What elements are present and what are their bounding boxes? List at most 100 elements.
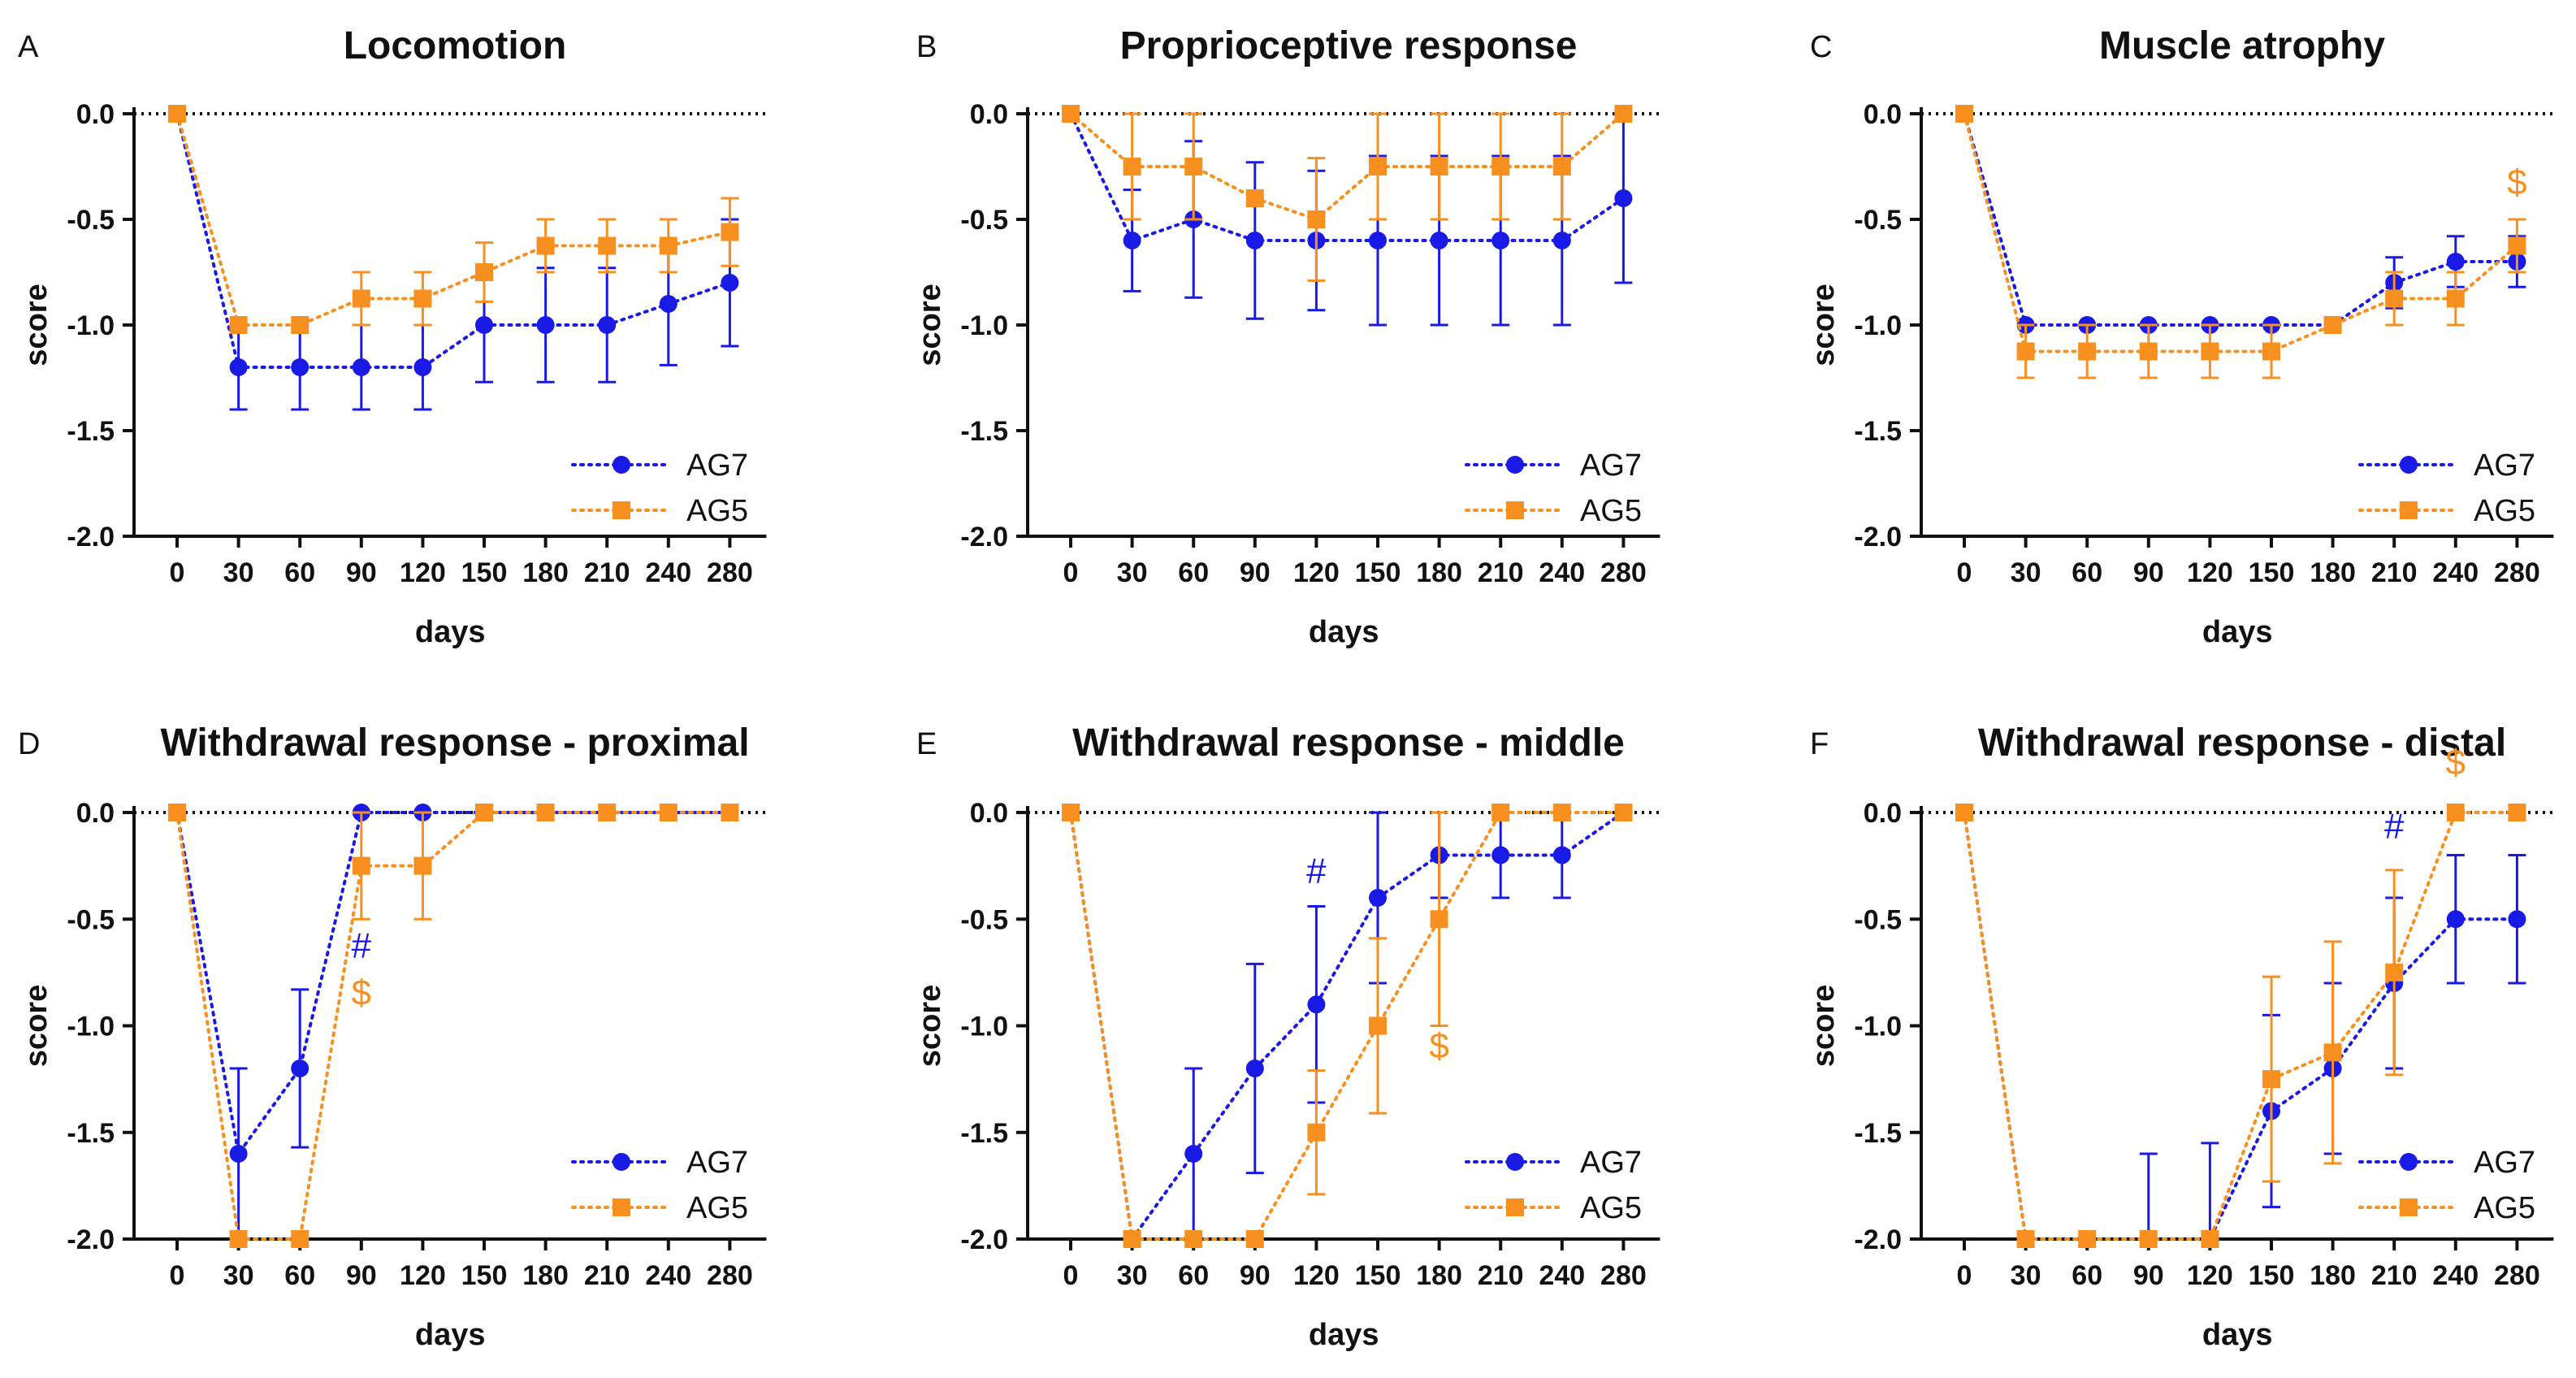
data-point (2201, 342, 2219, 361)
y-tick-label: -1.0 (67, 310, 115, 341)
data-point (1369, 889, 1387, 907)
x-tick-label: 30 (1117, 557, 1148, 588)
y-tick-label: 0.0 (970, 798, 1008, 829)
data-point (1307, 1123, 1326, 1142)
data-point (2323, 1043, 2342, 1062)
legend-label: AG7 (2474, 448, 2535, 483)
legend-label: AG7 (1580, 1146, 1642, 1180)
y-tick-label: -1.5 (67, 1118, 115, 1149)
x-tick-label: 180 (1416, 557, 1462, 588)
panel-title: Proprioceptive response (1120, 24, 1578, 67)
data-point (1614, 804, 1633, 821)
x-tick-label: 120 (2187, 1260, 2233, 1291)
data-point (1245, 1230, 1264, 1248)
x-axis-label: days (415, 615, 486, 649)
x-tick-label: 240 (2432, 1260, 2479, 1291)
x-tick-label: 150 (461, 1260, 508, 1291)
panel-letter: B (916, 30, 937, 64)
y-tick-label: 0.0 (1864, 798, 1902, 829)
x-tick-label: 90 (1240, 1260, 1271, 1291)
x-tick-label: 180 (522, 557, 569, 588)
legend-label: AG5 (2474, 494, 2535, 528)
panel-e: E Withdrawal response - middle 0.0 -0.5 -1.0… (913, 722, 1660, 1352)
x-tick-label: 90 (346, 1260, 377, 1291)
x-tick-label: 210 (2371, 557, 2418, 588)
x-tick-label: 120 (1293, 1260, 1340, 1291)
x-tick-label: 90 (1240, 557, 1271, 588)
legend-marker (613, 1153, 630, 1171)
legend-marker (2400, 1153, 2418, 1171)
y-tick-label: -1.5 (1854, 416, 1902, 447)
y-axis-label: score (1807, 284, 1841, 366)
x-tick-label: 180 (1416, 1260, 1462, 1291)
x-tick-label: 90 (2133, 557, 2164, 588)
data-point (2078, 1230, 2097, 1248)
x-tick-label: 210 (1478, 1260, 1524, 1291)
series-line (1069, 112, 1626, 222)
data-point (168, 804, 186, 821)
x-tick-label: 210 (1478, 557, 1524, 588)
data-point (721, 223, 739, 241)
data-point (1491, 846, 1510, 864)
data-point (1123, 158, 1141, 176)
data-point (413, 358, 432, 376)
series-ag7 (1955, 105, 2526, 334)
data-point (1552, 158, 1571, 176)
panel-c: C Muscle atrophy 0.0 -0.5 -1.0 -1.5 -2.0 0 30 60 9… (1807, 24, 2554, 649)
x-tick-label: 180 (522, 1260, 569, 1291)
data-point (2139, 342, 2158, 361)
series-line (175, 811, 732, 1158)
x-tick-label: 60 (2072, 557, 2102, 588)
x-axis-label: days (2202, 1318, 2273, 1352)
x-axis-label: days (1309, 1318, 1379, 1352)
x-tick-label: 120 (400, 557, 446, 588)
data-point (291, 1060, 310, 1077)
x-tick-label: 0 (170, 1260, 185, 1291)
data-point (659, 295, 678, 313)
legend-label: AG5 (1580, 494, 1642, 528)
legend-label: AG5 (2474, 1191, 2535, 1225)
y-tick-label: -2.0 (1854, 522, 1902, 552)
data-point (2262, 342, 2280, 361)
x-tick-label: 30 (1117, 1260, 1148, 1291)
legend-label: AG5 (1580, 1191, 1642, 1225)
data-point (352, 289, 370, 308)
x-tick-label: 150 (1355, 1260, 1401, 1291)
x-tick-label: 0 (1957, 557, 1972, 588)
y-tick-label: -1.0 (1854, 310, 1902, 341)
series-ag5 (1955, 804, 2526, 1248)
x-tick-label: 150 (2249, 1260, 2295, 1291)
data-point (598, 316, 617, 334)
x-tick-label: 60 (284, 1260, 315, 1291)
data-point (229, 358, 248, 376)
series-ag5 (1955, 105, 2526, 379)
series-line (1069, 112, 1626, 243)
data-point (291, 358, 310, 376)
y-axis-label: score (913, 985, 947, 1067)
panel-title: Withdrawal response - distal (1978, 722, 2506, 765)
data-point (2508, 236, 2526, 255)
y-tick-label: -1.5 (1854, 1118, 1902, 1149)
data-point (352, 856, 370, 875)
data-point (1062, 804, 1080, 821)
data-point (2446, 910, 2465, 929)
data-point (2139, 1230, 2158, 1248)
x-tick-label: 280 (2494, 1260, 2540, 1291)
x-tick-label: 240 (1539, 1260, 1585, 1291)
x-tick-label: 60 (1178, 557, 1209, 588)
data-point (1491, 232, 1510, 249)
series-ag5 (168, 105, 739, 334)
x-tick-label: 280 (1600, 557, 1647, 588)
x-tick-label: 240 (1539, 557, 1585, 588)
data-point (1491, 158, 1510, 176)
x-tick-label: 240 (2432, 557, 2479, 588)
panel-f: F Withdrawal response - distal 0.0 -0.5 -1.0… (1807, 722, 2554, 1352)
series-line (1069, 811, 1626, 1241)
data-point (2508, 804, 2526, 821)
x-tick-label: 240 (645, 557, 691, 588)
significance-marker: $ (352, 973, 371, 1012)
x-tick-label: 30 (2011, 557, 2041, 588)
